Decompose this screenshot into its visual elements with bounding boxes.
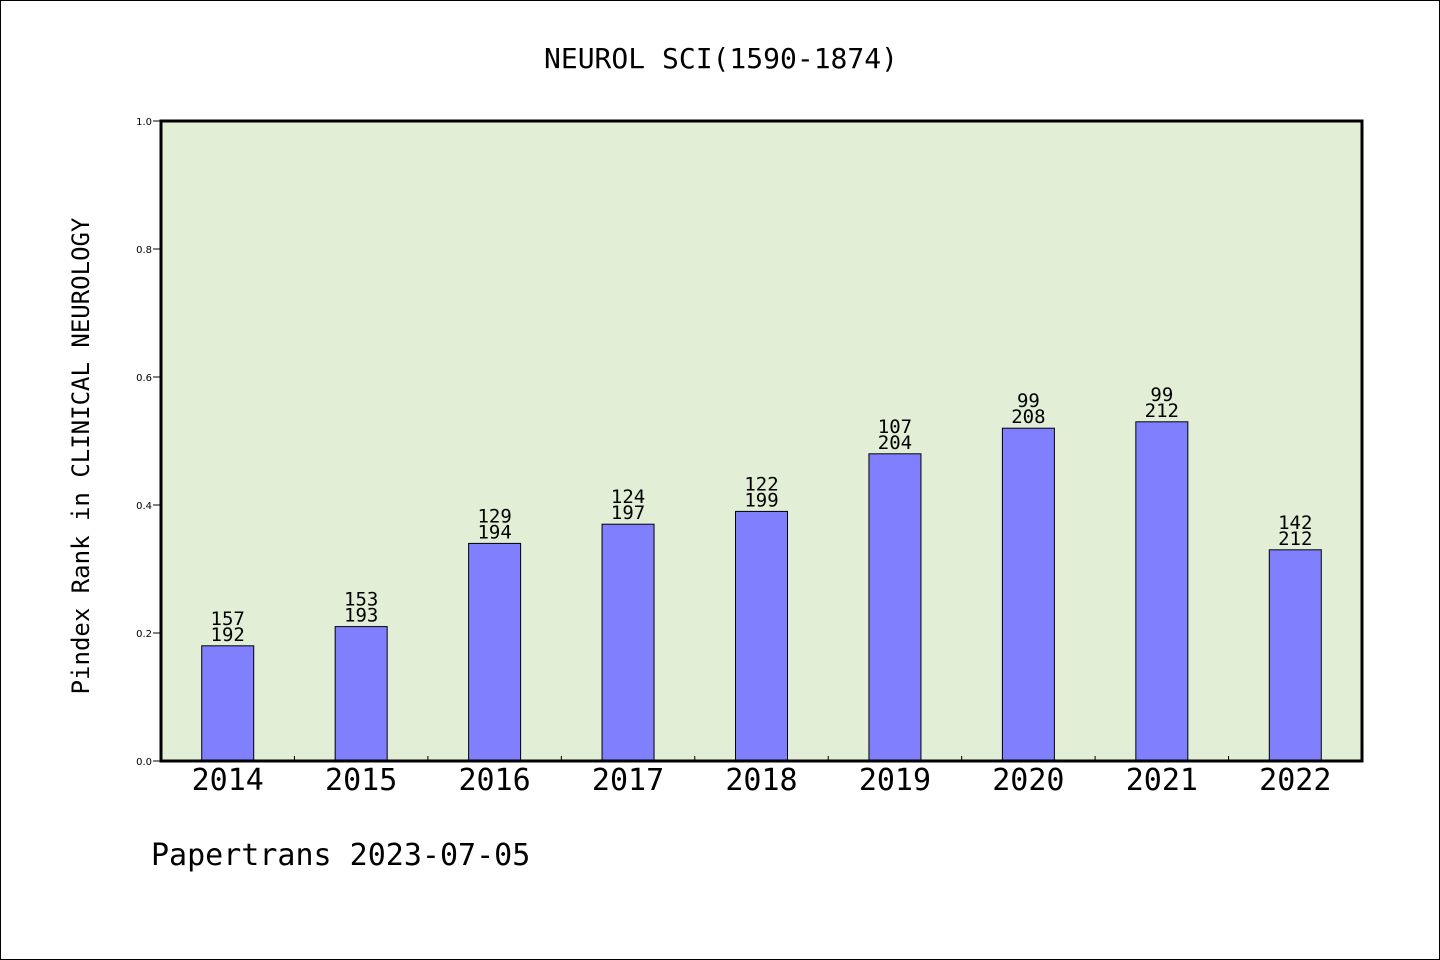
- bar-rank-label: 107: [878, 416, 912, 438]
- bar-2019: [868, 453, 922, 762]
- bar-rank-label: 122: [744, 473, 778, 495]
- bar-total-label: 197: [611, 502, 645, 524]
- x-tick-label: 2020: [992, 763, 1064, 798]
- bar-total-label: 212: [1278, 528, 1312, 550]
- bar-2022: [1268, 549, 1322, 762]
- x-tick-label: 2021: [1126, 763, 1198, 798]
- bar-2021: [1135, 421, 1189, 762]
- x-tick-label: 2018: [725, 763, 797, 798]
- x-tick-label: 2019: [859, 763, 931, 798]
- y-axis-label: Pindex Rank in CLINICAL NEUROLOGY: [67, 217, 95, 694]
- bar-2015: [334, 626, 388, 762]
- plot-border: [159, 119, 1364, 763]
- bar-total-label: 212: [1145, 400, 1179, 422]
- bar-2018: [735, 510, 788, 762]
- bar-2016: [468, 542, 522, 762]
- bar-rank-label: 124: [611, 486, 645, 508]
- y-axis: 0.0 0.2 0.4 0.6 0.8 1.0: [136, 117, 161, 768]
- bar-2020: [1001, 427, 1055, 762]
- y-tick-label: 0.0: [136, 757, 152, 768]
- bar-2017: [601, 523, 655, 762]
- bars-group: [201, 421, 1322, 762]
- y-tick-label: 0.6: [136, 373, 152, 384]
- x-tick-label: 2014: [192, 763, 264, 798]
- bar-rank-label: 129: [477, 505, 511, 527]
- bar-rank-label: 99: [1017, 390, 1040, 412]
- y-tick-label: 0.4: [136, 501, 152, 512]
- x-tick-label: 2022: [1259, 763, 1331, 798]
- bar-total-label: 192: [211, 624, 245, 646]
- y-tick-label: 0.2: [136, 629, 152, 640]
- y-tick-label: 0.8: [136, 245, 152, 256]
- x-axis: 2014 2015 2016 2017 2018 2019 2020 2021 2022: [192, 756, 1331, 798]
- y-tick-label: 1.0: [136, 117, 152, 128]
- x-tick-label: 2015: [325, 763, 397, 798]
- bar-rank-label: 99: [1150, 384, 1173, 406]
- x-tick-label: 2017: [592, 763, 664, 798]
- bar-total-label: 194: [477, 521, 511, 543]
- bar-rank-label: 153: [344, 589, 378, 611]
- bar-rank-label: 142: [1278, 512, 1312, 534]
- bar-rank-label: 157: [211, 608, 245, 630]
- footer-credit: Papertrans 2023-07-05: [151, 838, 530, 873]
- bar-total-label: 199: [744, 489, 778, 511]
- bar-total-label: 193: [344, 605, 378, 627]
- bar-total-label: 208: [1011, 406, 1045, 428]
- bar-total-label: 204: [878, 432, 912, 454]
- bar-labels-group: 1571921531931291941241971221991072049920…: [211, 384, 1313, 646]
- bar-2014: [201, 645, 255, 762]
- chart-title: NEUROL SCI(1590-1874): [544, 42, 898, 75]
- x-tick-label: 2016: [458, 763, 530, 798]
